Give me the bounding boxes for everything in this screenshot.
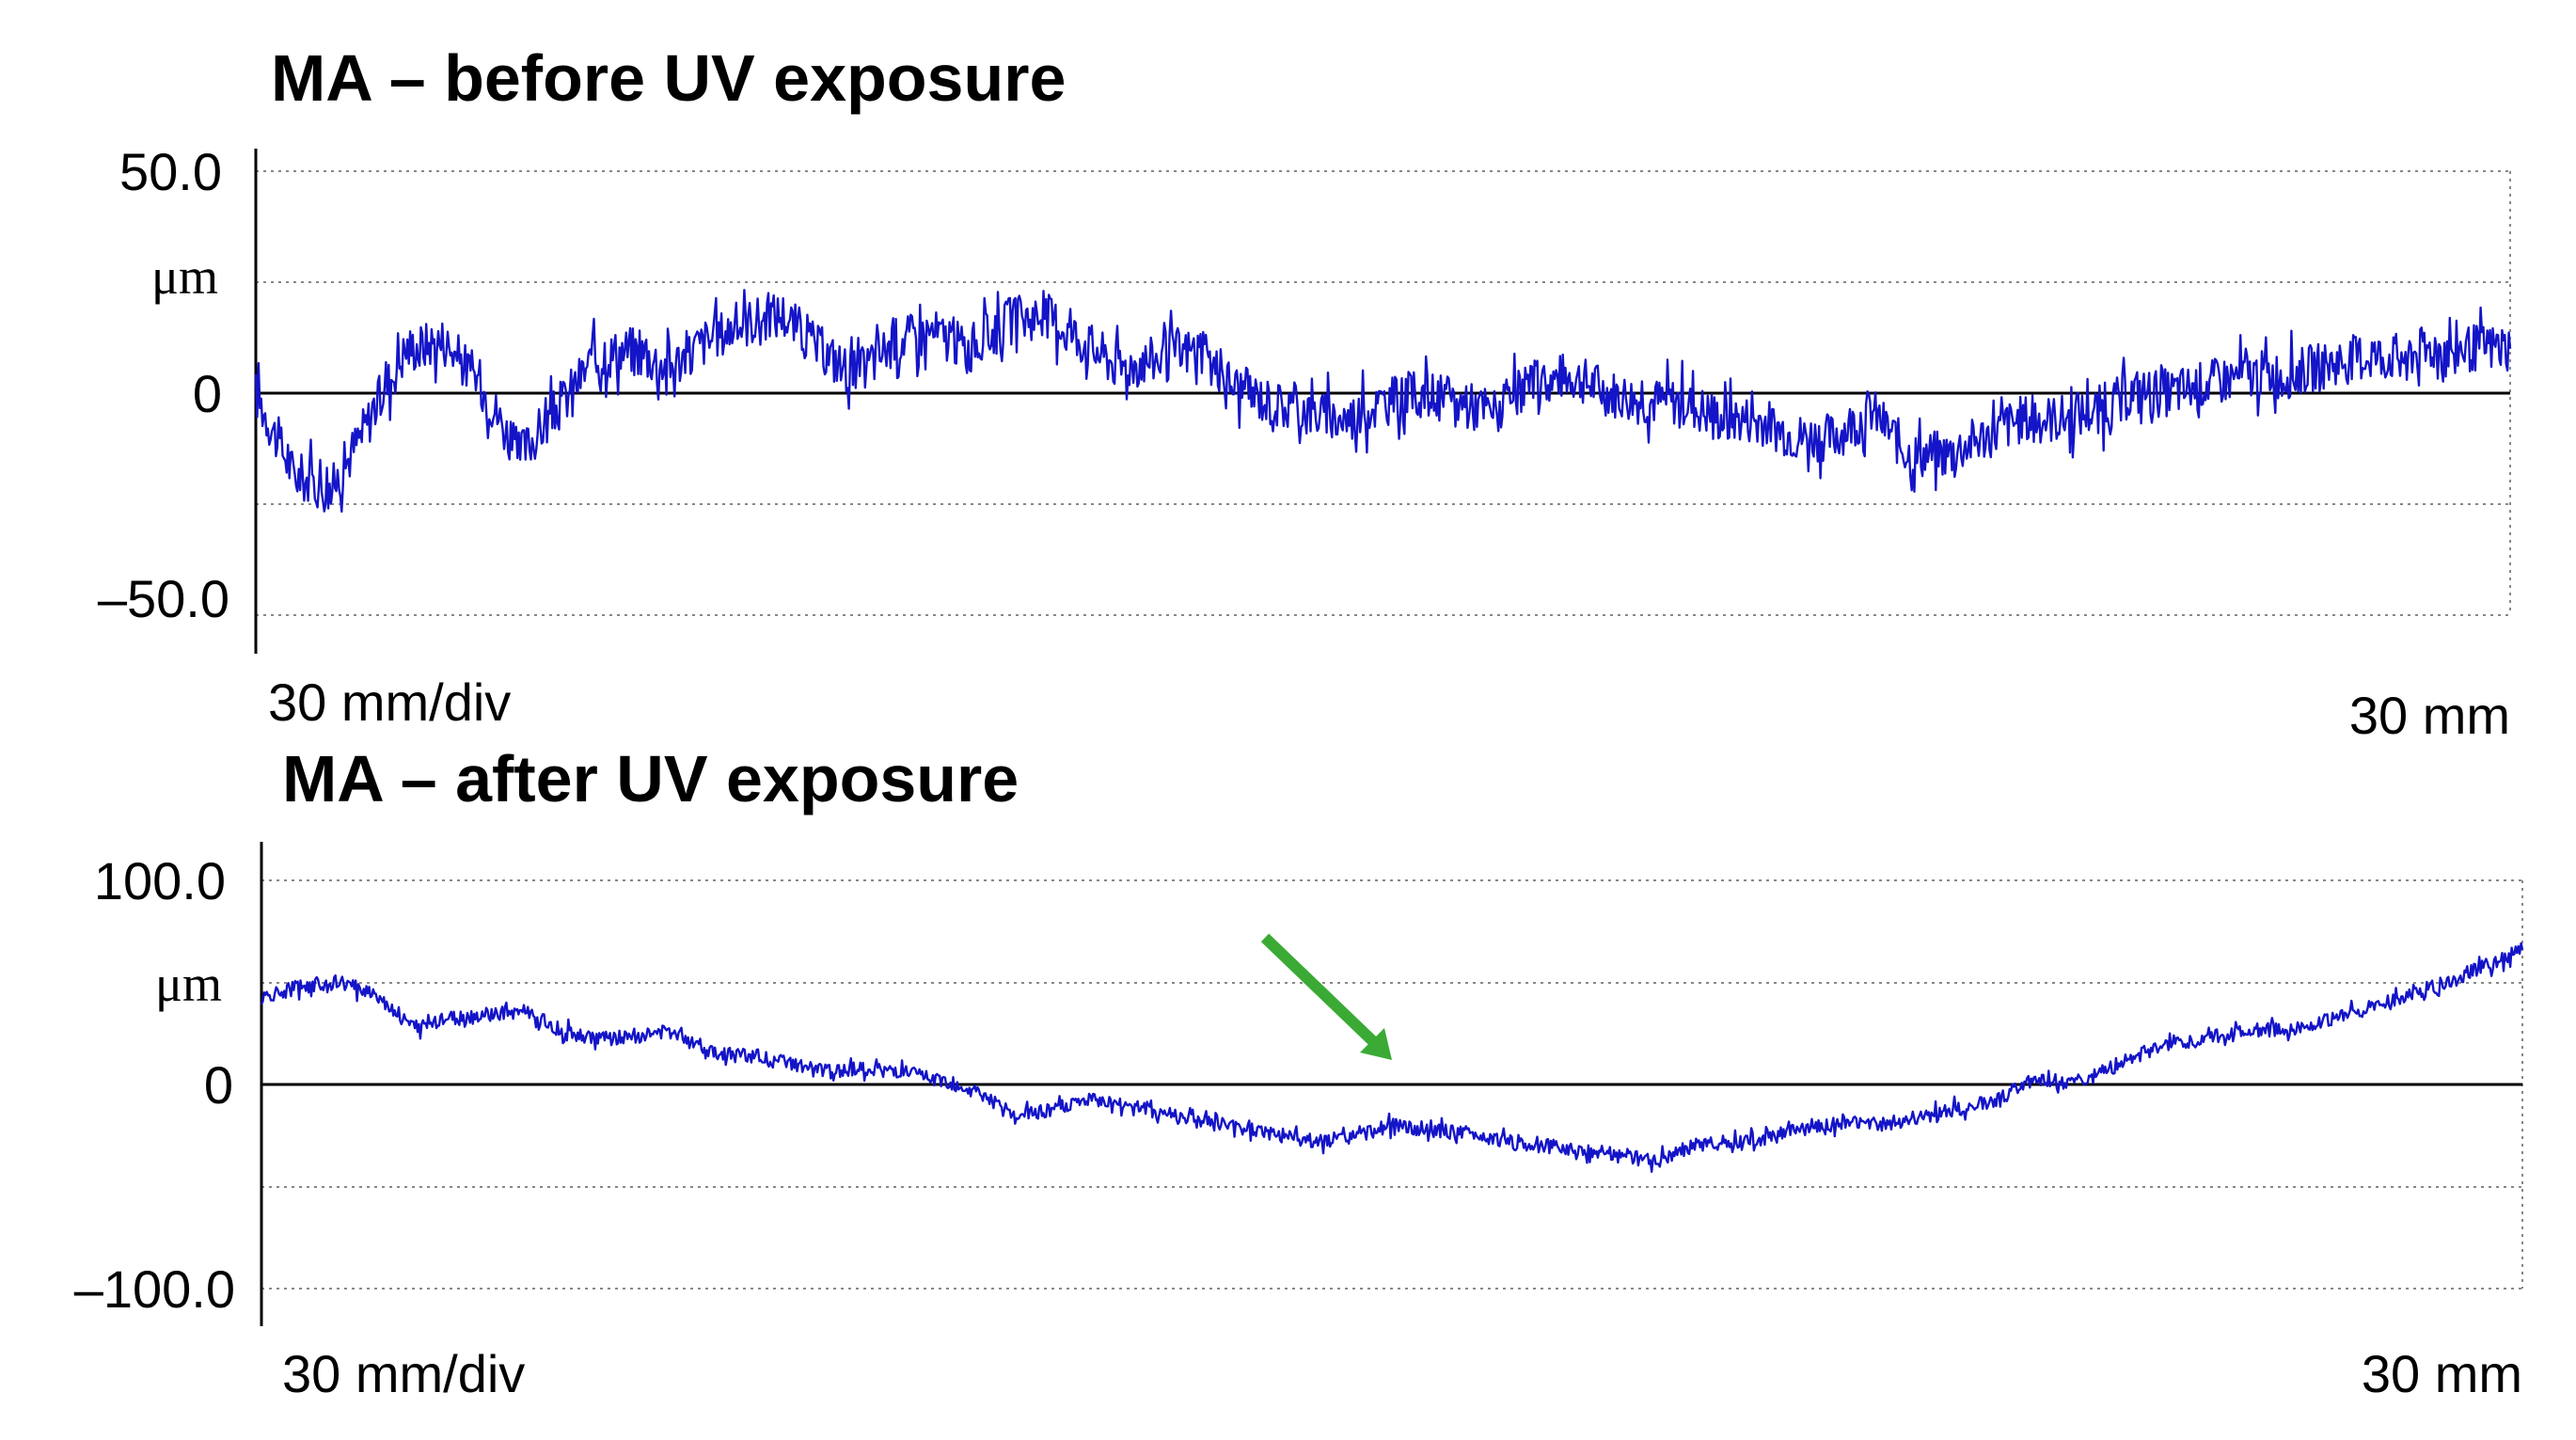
chart-2-series [260,942,2524,1174]
chart-after-uv: MA – after UV exposure 100.0 μm 0 –100.0… [74,742,2524,1403]
chart-2-x-end-label: 30 mm [2362,1344,2522,1403]
series-line [260,942,2524,1174]
chart-1-ytick-bottom: –50.0 [98,569,229,628]
chart-1-unit-label: μm [151,248,218,305]
chart-1-series [254,289,2512,514]
chart-1-title: MA – before UV exposure [271,41,1066,115]
chart-1-ytick-top: 50.0 [119,142,222,201]
chart-2-unit-label: μm [155,956,222,1012]
arrow-head [1360,1027,1392,1060]
chart-before-uv: MA – before UV exposure 50.0 μm 0 –50.0 … [98,41,2512,745]
chart-1-x-scale-label: 30 mm/div [268,673,511,732]
chart-2-title: MA – after UV exposure [282,742,1019,815]
chart-2-x-scale-label: 30 mm/div [282,1344,525,1403]
chart-2-ytick-zero: 0 [204,1055,233,1115]
arrow-shaft [1260,933,1385,1053]
chart-1-ytick-zero: 0 [193,364,222,423]
chart-2-ytick-top: 100.0 [94,851,226,910]
series-line [254,289,2512,514]
green-arrow-icon [1260,933,1392,1060]
chart-2-ytick-bottom: –100.0 [74,1259,235,1319]
chart-1-x-end-label: 30 mm [2349,686,2510,745]
